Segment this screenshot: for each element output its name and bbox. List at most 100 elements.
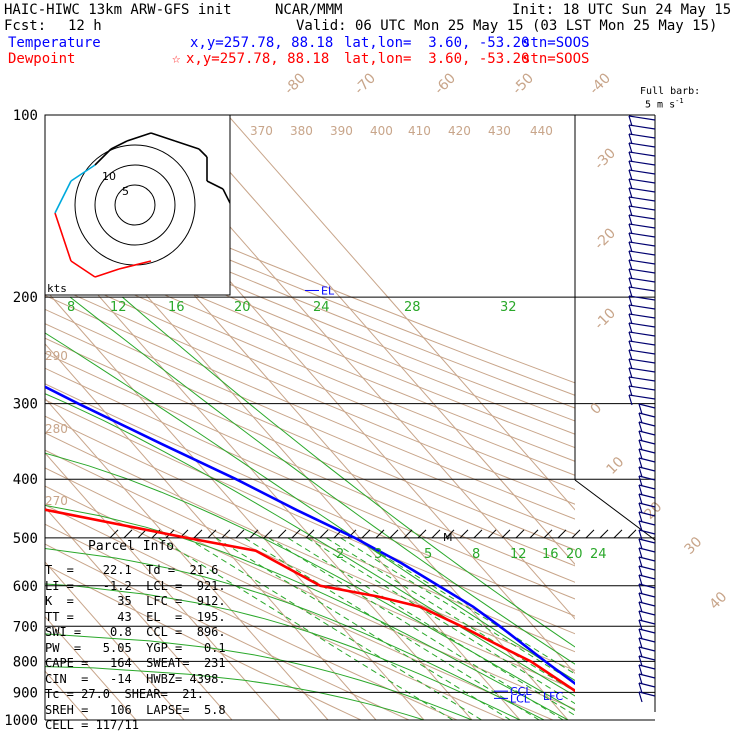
hatch-mark [599,529,609,539]
wind-barb-flag [628,214,633,226]
wind-barb [628,124,656,130]
dry-adiabat-line [45,281,575,505]
wind-barb [638,664,656,670]
wind-barb [638,403,656,409]
hodograph-segment [70,164,96,182]
parcel-info-row: CAPE = 164 SWEAT= 231 [45,656,226,670]
wind-barb-flag [638,538,643,550]
isotherm-label: 0 [588,400,606,418]
wind-barb-flag [638,565,643,577]
isotherm-label: -50 [510,70,537,97]
hodograph-segment [94,268,120,278]
hodograph-ring [94,164,176,246]
pressure-tick-label: 400 [13,472,38,488]
wind-barb [638,493,656,499]
wind-barb-flag [638,691,643,703]
temperature-station: stn=SOOS [522,35,590,51]
wind-barb [638,601,656,607]
mixing-ratio-label: 20 [234,300,251,315]
lfc-level-label: LFC [543,690,563,703]
wind-barb-flag [628,286,633,298]
hatch-mark [585,529,595,539]
wind-barb [628,196,656,202]
hatch-mark [529,529,539,539]
mixing-ratio-label: 28 [404,300,421,315]
hatch-mark [193,529,203,539]
dry-adiabat-line [45,523,458,720]
wind-barb [638,673,656,679]
wind-barb-flag [638,529,643,541]
mixing-ratio-label: 12 [110,300,127,315]
hatch-mark [263,529,273,539]
temperature-latlon: lat,lon= 3.60, -53.20 [344,35,530,51]
hatch-mark [291,529,301,539]
wind-barb-flag [638,466,643,478]
wind-barb-flag [628,151,633,163]
wind-barb-flag [628,259,633,271]
wind-barb-flag [628,115,633,127]
wind-barb [638,556,656,562]
wind-barb [628,187,656,193]
dewpoint-trace [45,508,575,693]
parcel-info-row: PW = 5.05 YGP = 0.1 [45,640,226,655]
ccl-level-label: CCL [510,685,532,698]
parcel-info-row: CELL = 117/11 [45,718,139,732]
pressure-tick-label: 200 [13,290,38,306]
parcel-info-row: SWI = 0.8 CCL = 896. [45,625,226,639]
wind-barb-flag [628,142,633,154]
wind-barb [638,592,656,598]
dry-adiabat-line [45,449,575,691]
wind-barb-flag [628,124,633,136]
wind-barb-flag [628,169,633,181]
wind-barb [638,565,656,571]
isotherm-label: -40 [587,70,614,97]
wind-barb [628,340,656,346]
isotherm-label: 20 [642,499,666,523]
forecast-label: Fcst: [4,18,47,34]
hodograph-segment [174,140,200,150]
wind-barb [638,583,656,589]
wind-barb-flag [638,601,643,613]
isotherm-label: -70 [352,70,379,97]
wind-barb [638,457,656,463]
wind-barb [638,475,656,481]
hatch-mark [515,529,525,539]
wind-barb-flag [638,484,643,496]
mixing-ratio-label: 16 [542,547,559,562]
wind-barb-flag [628,313,633,325]
mixing-ratio-label: 8 [472,547,480,562]
dry-adiabat-line [45,399,575,635]
wind-barb-flag [628,340,633,352]
wind-barb [638,439,656,445]
mixing-ratio-label: 24 [313,300,330,315]
hodograph-segment [94,148,112,166]
wind-barb [638,691,656,697]
wind-barb [638,448,656,454]
wind-barb [628,259,656,265]
hodograph-segment [110,140,128,150]
parcel-info-row: T = 22.1 Td = 21.6 [45,563,219,577]
wind-barb-flag [638,457,643,469]
wind-barb [638,484,656,490]
wind-barb [628,178,656,184]
isotherm-label: 30 [682,534,706,558]
hodograph-segment [150,132,176,142]
hatch-mark [249,529,259,539]
temperature-legend-label: Temperature [8,35,101,51]
wind-barb [638,430,656,436]
valid-time: Valid: 06 UTC Mon 25 May 15 (03 LST Mon … [296,18,718,34]
wind-barb-flag [628,205,633,217]
wind-barb-flag [638,439,643,451]
isotherm-label: -10 [592,305,619,332]
mixing-ratio-line [157,537,454,720]
hatch-mark [417,529,427,539]
model-title: HAIC-HIWC 13km ARW-GFS init [4,2,232,18]
dry-adiabat-line [45,229,575,449]
parcel-info-row: TT = 43 EL = 195. [45,609,226,624]
wind-barb [628,133,656,139]
wind-barb [628,169,656,175]
wind-barb-flag [638,520,643,532]
wind-barb [628,286,656,292]
hodograph-frame [44,114,231,296]
dry-adiabat-line [45,204,575,422]
